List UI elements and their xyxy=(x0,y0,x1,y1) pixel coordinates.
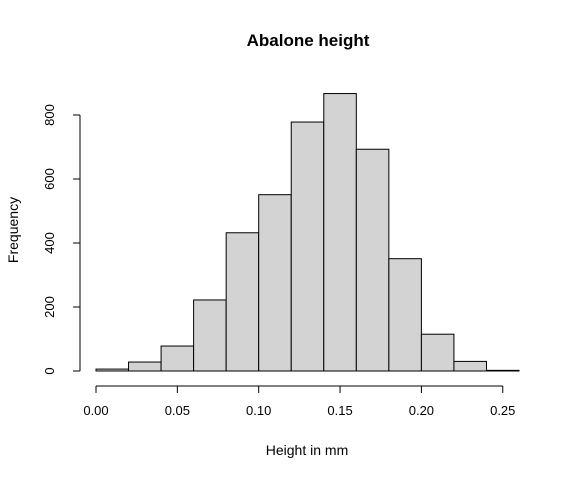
histogram-bar xyxy=(355,148,390,372)
y-tick-label: 600 xyxy=(42,168,57,190)
y-axis: 0 200 400 600 800 xyxy=(42,104,81,375)
y-tick-label: 800 xyxy=(42,104,57,126)
y-tick-label: 0 xyxy=(42,367,57,374)
x-tick-label: 0.10 xyxy=(246,403,271,418)
histogram-bar xyxy=(225,232,260,372)
bars-group xyxy=(95,93,520,372)
histogram-bar xyxy=(258,194,292,372)
histogram-bar xyxy=(95,368,130,372)
histogram-bar xyxy=(323,93,357,372)
chart-title: Abalone height xyxy=(247,31,370,50)
x-tick-label: 0.15 xyxy=(327,403,352,418)
y-axis-label: Frequency xyxy=(5,197,21,263)
x-tick-label: 0.00 xyxy=(83,403,108,418)
y-tick-label: 200 xyxy=(42,296,57,318)
histogram-bar xyxy=(290,121,325,372)
x-axis-label: Height in mm xyxy=(266,442,348,458)
histogram-bar xyxy=(160,345,195,372)
histogram-bar xyxy=(420,333,455,372)
x-tick-label: 0.20 xyxy=(409,403,434,418)
y-tick-label: 400 xyxy=(42,232,57,254)
x-tick-label: 0.25 xyxy=(490,403,515,418)
histogram-bar xyxy=(388,258,422,372)
histogram-bar xyxy=(128,361,162,372)
histogram-bar xyxy=(453,360,487,372)
histogram-bar xyxy=(485,369,520,372)
x-tick-label: 0.05 xyxy=(165,403,190,418)
histogram-bar xyxy=(193,299,227,372)
x-axis: 0.00 0.05 0.10 0.15 0.20 0.25 xyxy=(83,385,515,418)
